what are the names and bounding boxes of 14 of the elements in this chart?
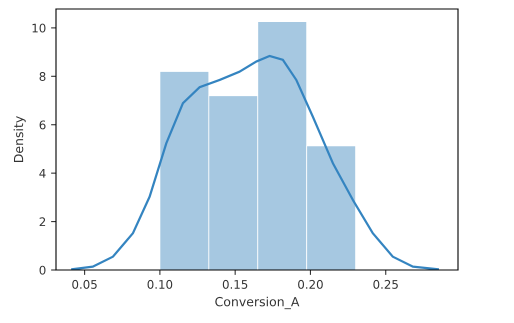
y-tick-label: 0 (40, 266, 46, 275)
y-tick-label: 10 (32, 24, 46, 33)
x-tick-label: 0.15 (222, 280, 248, 289)
x-axis-title: Conversion_A (215, 296, 300, 310)
y-axis-title: Density (14, 116, 26, 162)
y-tick-label: 8 (40, 72, 46, 81)
x-tick-label: 0.10 (148, 280, 172, 289)
x-tick-label: 0.20 (298, 280, 323, 289)
x-tick-label: 0.05 (72, 280, 97, 289)
x-tick-label: 0.25 (373, 280, 398, 289)
line-series (71, 54, 439, 270)
y-tick-label: 2 (40, 217, 46, 226)
y-tick-label: 6 (40, 120, 46, 130)
y-tick-label: 4 (39, 169, 46, 178)
